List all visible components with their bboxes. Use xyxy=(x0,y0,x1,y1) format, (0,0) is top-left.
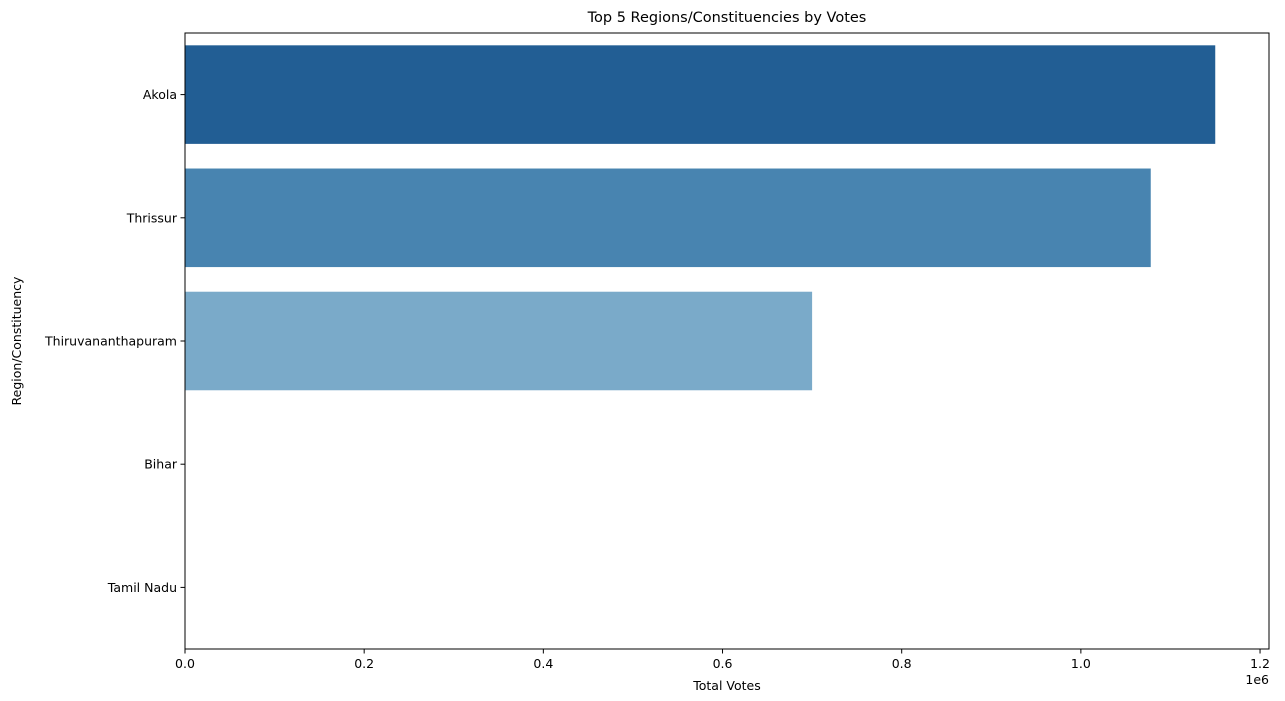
bar-akola xyxy=(185,45,1216,144)
y-axis-label: Region/Constituency xyxy=(9,276,24,405)
axes-frame xyxy=(184,32,1270,650)
x-tick-label: 0.4 xyxy=(533,656,553,671)
x-ticks-group: 0.0 0.2 0.4 0.6 0.8 1.0 1.2 xyxy=(175,649,1270,671)
bar-thiruvananthapuram xyxy=(185,291,813,391)
chart-title: Top 5 Regions/Constituencies by Votes xyxy=(587,10,867,26)
y-tick-label: Bihar xyxy=(144,457,178,472)
x-axis-label: Total Votes xyxy=(692,678,761,693)
y-tick-label: Thiruvananthapuram xyxy=(44,334,177,349)
y-tick-label: Thrissur xyxy=(126,210,178,225)
bar-thrissur xyxy=(185,168,1151,268)
x-tick-label: 0.2 xyxy=(354,656,374,671)
x-tick-label: 0.6 xyxy=(713,656,733,671)
bars-group xyxy=(185,45,1216,391)
x-scale-offset-label: 1e6 xyxy=(1245,672,1269,687)
x-tick-label: 0.0 xyxy=(175,656,195,671)
y-tick-label: Tamil Nadu xyxy=(107,580,177,595)
y-ticks-group: Akola Thrissur Thiruvananthapuram Bihar Tami… xyxy=(44,87,185,595)
x-tick-label: 0.8 xyxy=(892,656,912,671)
x-tick-label: 1.2 xyxy=(1250,656,1270,671)
y-tick-label: Akola xyxy=(143,87,177,102)
x-tick-label: 1.0 xyxy=(1071,656,1091,671)
